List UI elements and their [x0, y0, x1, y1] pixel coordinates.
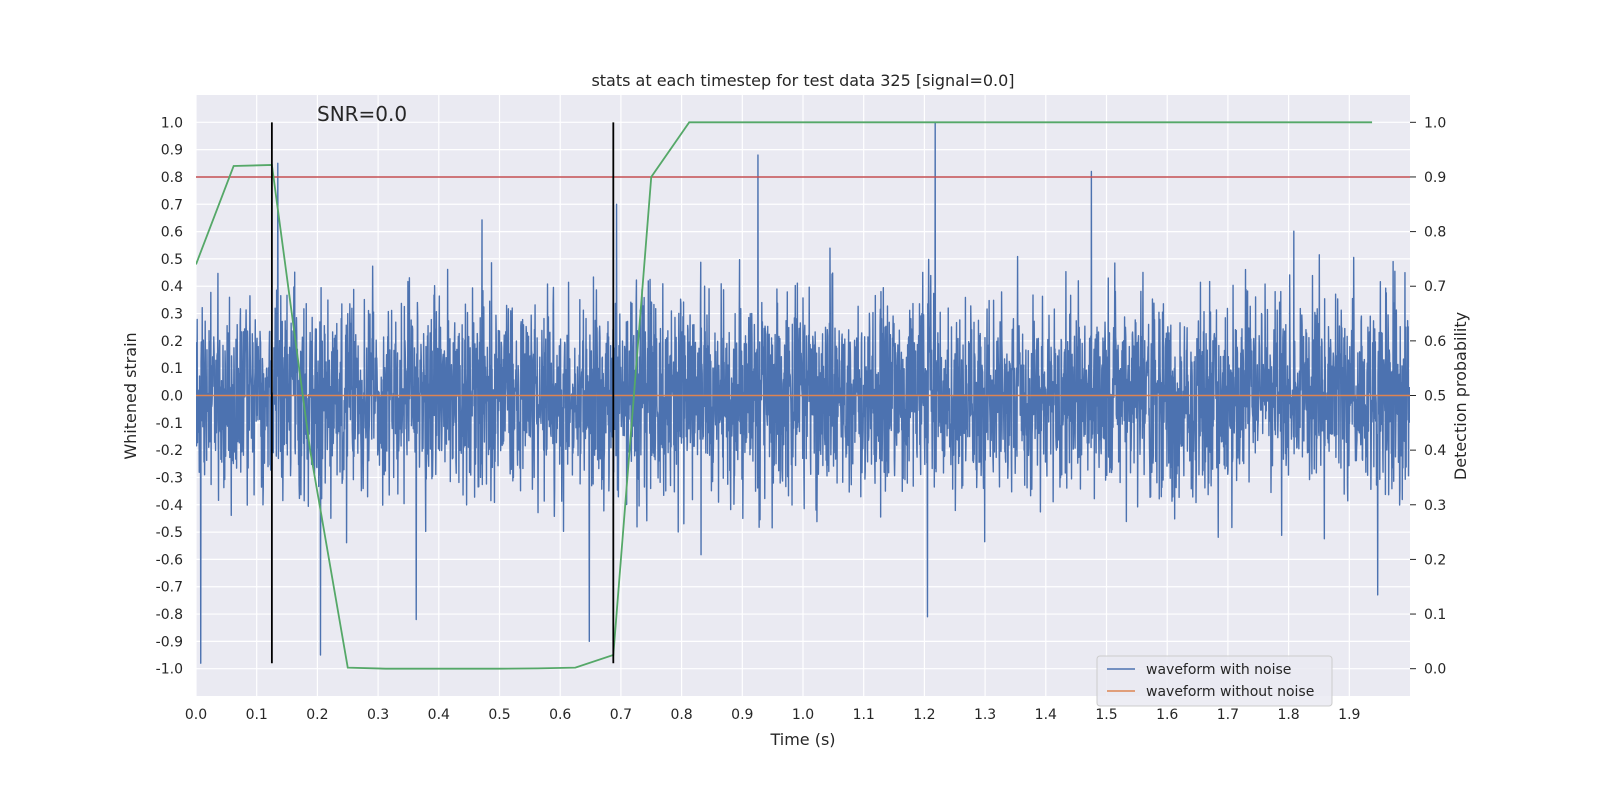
x-axis-label: Time (s)	[769, 730, 835, 749]
snr-annotation: SNR=0.0	[317, 102, 407, 126]
y-tick-label: 0.8	[161, 170, 183, 186]
plot-layer	[196, 121, 1410, 670]
y-tick-label: -0.4	[156, 498, 183, 514]
y2-tick-label: 0.4	[1424, 443, 1446, 459]
y2-axis-label: Detection probability	[1451, 312, 1470, 480]
x-tick-label: 1.7	[1217, 707, 1239, 723]
y-tick-label: 0.1	[161, 361, 183, 377]
x-tick-label: 0.4	[428, 707, 450, 723]
x-tick-label: 0.6	[549, 707, 571, 723]
x-tick-labels: 0.0 0.1 0.2 0.3 0.4 0.5 0.6 0.7 0.8 0.9 1.0 1.1 1.2 1…	[185, 707, 1361, 723]
legend-label-noise: waveform with noise	[1146, 662, 1291, 678]
y-tick-label: -0.8	[156, 607, 183, 623]
y-tick-label: -0.9	[156, 634, 183, 650]
x-tick-label: 0.8	[670, 707, 692, 723]
y2-tick-label: 1.0	[1424, 115, 1446, 131]
x-tick-label: 1.9	[1338, 707, 1360, 723]
legend-label-clean: waveform without noise	[1146, 684, 1314, 700]
x-tick-label: 1.8	[1277, 707, 1299, 723]
y2-tick-label: 0.3	[1424, 498, 1446, 514]
y-tick-label: 0.6	[161, 225, 183, 241]
y-axis-label: Whitened strain	[121, 332, 140, 459]
x-tick-label: 0.9	[731, 707, 753, 723]
chart-title: stats at each timestep for test data 325…	[591, 71, 1014, 90]
x-tick-label: 0.2	[306, 707, 328, 723]
x-tick-label: 0.3	[367, 707, 389, 723]
x-tick-label: 0.7	[610, 707, 632, 723]
y2-tick-label: 0.9	[1424, 170, 1446, 186]
y2-tick-label: 0.2	[1424, 552, 1446, 568]
y-tick-label: -1.0	[156, 662, 183, 678]
y2-tick-label: 0.7	[1424, 279, 1446, 295]
legend-box	[1096, 655, 1333, 707]
y-tick-label: 0.4	[161, 279, 183, 295]
x-tick-label: 0.5	[488, 707, 510, 723]
series-waveform-with-noise	[196, 121, 1410, 664]
y2-tick-label: 0.0	[1424, 662, 1446, 678]
x-tick-label: 0.0	[185, 707, 207, 723]
series-detection-probability	[196, 121, 1373, 670]
y-tick-label: 0.0	[161, 389, 183, 405]
y-tick-label: -0.1	[156, 416, 183, 432]
y-tick-label: 0.5	[161, 252, 183, 268]
y-tick-label: 0.3	[161, 307, 183, 323]
x-tick-label: 1.1	[853, 707, 875, 723]
y2-tick-labels: 1.0 0.9 0.8 0.7 0.6 0.5 0.4 0.3 0.2 0.1 0.0	[1410, 115, 1446, 678]
y2-tick-label: 0.1	[1424, 607, 1446, 623]
y-tick-label: -0.6	[156, 552, 183, 568]
y2-tick-label: 0.6	[1424, 334, 1446, 350]
x-tick-label: 1.5	[1095, 707, 1117, 723]
legend: waveform with noise waveform without noi…	[1096, 655, 1333, 707]
y2-tick-label: 0.8	[1424, 225, 1446, 241]
x-tick-label: 1.2	[913, 707, 935, 723]
x-tick-label: 1.4	[1035, 707, 1057, 723]
x-tick-label: 1.3	[974, 707, 996, 723]
y-tick-label: -0.3	[156, 470, 183, 486]
x-tick-label: 1.0	[792, 707, 814, 723]
y-tick-label: -0.7	[156, 580, 183, 596]
x-tick-label: 1.6	[1156, 707, 1178, 723]
y-tick-label: 0.9	[161, 143, 183, 159]
y2-tick-label: 0.5	[1424, 389, 1446, 405]
y-tick-label: -0.2	[156, 443, 183, 459]
y-tick-label: 0.2	[161, 334, 183, 350]
x-tick-label: 0.1	[246, 707, 268, 723]
y-tick-label: 1.0	[161, 115, 183, 131]
y-tick-label: 0.7	[161, 197, 183, 213]
y-tick-labels: 1.0 0.9 0.8 0.7 0.6 0.5 0.4 0.3 0.2 0.1 0.0 -0.1 -0.…	[156, 115, 183, 677]
y-tick-label: -0.5	[156, 525, 183, 541]
